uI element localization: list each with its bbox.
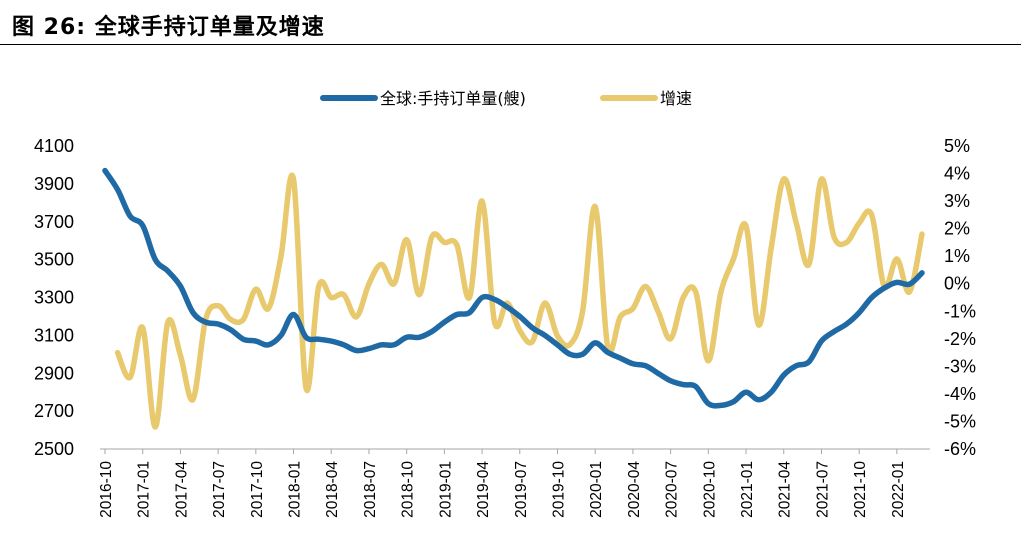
legend-label-orderbook: 全球:手持订单量(艘) xyxy=(380,89,526,108)
y-left-tick-label: 4100 xyxy=(34,136,74,156)
y-right-tick-label: -1% xyxy=(944,301,976,321)
y-left-tick-label: 3300 xyxy=(34,288,74,308)
figure-title: 图 26: 全球手持订单量及增速 xyxy=(12,15,325,40)
y-axis-left-ticks: 2500 2700 2900 3100 3300 3500 3700 3900 4100 xyxy=(34,136,74,459)
y-right-tick-label: 2% xyxy=(944,219,970,239)
title-rule xyxy=(0,44,1021,45)
y-left-tick-label: 3900 xyxy=(34,174,74,194)
x-tick-label: 2016-10 xyxy=(98,461,115,518)
x-axis-ticks: 2016-10 2017-01 2017-04 2017-07 2017-10 2018-… xyxy=(98,449,907,518)
x-tick-label: 2019-07 xyxy=(513,461,530,518)
x-tick-label: 2019-01 xyxy=(437,461,454,518)
y-left-tick-label: 2500 xyxy=(34,439,74,459)
x-tick-label: 2017-10 xyxy=(249,461,266,518)
x-tick-label: 2017-01 xyxy=(136,461,153,518)
x-tick-label: 2018-04 xyxy=(324,461,341,518)
x-tick-label: 2019-04 xyxy=(475,461,492,518)
x-tick-label: 2018-07 xyxy=(362,461,379,518)
x-tick-label: 2021-01 xyxy=(739,461,756,518)
x-tick-label: 2017-07 xyxy=(211,461,228,518)
y-right-tick-label: -5% xyxy=(944,411,976,431)
x-tick-label: 2017-04 xyxy=(173,461,190,518)
y-right-tick-label: 1% xyxy=(944,246,970,266)
x-tick-label: 2020-10 xyxy=(701,461,718,518)
series-line-orderbook xyxy=(102,167,925,409)
y-left-tick-label: 3700 xyxy=(34,212,74,232)
x-tick-label: 2020-01 xyxy=(588,461,605,518)
y-right-tick-label: 0% xyxy=(944,274,970,294)
y-right-tick-label: 3% xyxy=(944,191,970,211)
x-tick-label: 2020-04 xyxy=(626,461,643,518)
x-tick-label: 2018-10 xyxy=(400,461,417,518)
y-left-tick-label: 2700 xyxy=(34,401,74,421)
x-tick-label: 2020-07 xyxy=(664,461,681,518)
x-tick-label: 2021-07 xyxy=(814,461,831,518)
x-tick-label: 2022-01 xyxy=(890,461,907,518)
y-right-tick-label: -2% xyxy=(944,329,976,349)
x-tick-label: 2019-10 xyxy=(550,461,567,518)
legend-label-growth: 增速 xyxy=(660,89,692,108)
y-left-tick-label: 2900 xyxy=(34,363,74,383)
x-tick-label: 2021-04 xyxy=(777,461,794,518)
legend: 全球:手持订单量(艘) 增速 xyxy=(320,89,692,108)
y-left-tick-label: 3100 xyxy=(34,325,74,345)
series-layer xyxy=(102,167,925,430)
x-tick-label: 2021-10 xyxy=(852,461,869,518)
y-right-tick-label: 5% xyxy=(944,136,970,156)
y-right-tick-label: -4% xyxy=(944,384,976,404)
y-right-tick-label: 4% xyxy=(944,164,970,184)
y-axis-right-ticks: -6% -5% -4% -3% -2% -1% 0% 1% 2% 3% 4% 5% xyxy=(944,136,976,459)
y-right-tick-label: -3% xyxy=(944,356,976,376)
series-line-growth xyxy=(114,172,925,430)
y-right-tick-label: -6% xyxy=(944,439,976,459)
y-left-tick-label: 3500 xyxy=(34,250,74,270)
x-tick-label: 2018-01 xyxy=(287,461,304,518)
